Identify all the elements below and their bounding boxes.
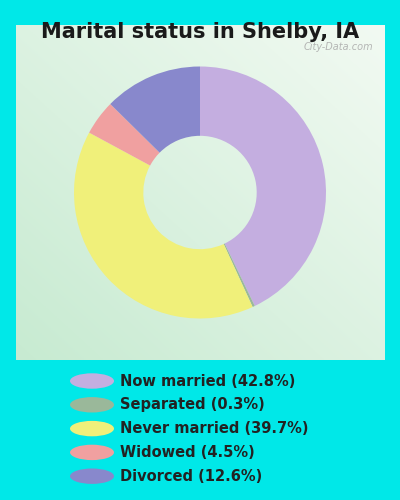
Circle shape xyxy=(70,397,114,412)
Wedge shape xyxy=(224,244,255,307)
Wedge shape xyxy=(200,66,326,306)
Wedge shape xyxy=(110,66,200,152)
Text: City-Data.com: City-Data.com xyxy=(303,42,373,51)
Text: Never married (39.7%): Never married (39.7%) xyxy=(120,421,308,436)
Circle shape xyxy=(70,374,114,388)
Wedge shape xyxy=(74,132,253,318)
Wedge shape xyxy=(89,104,160,166)
Text: Divorced (12.6%): Divorced (12.6%) xyxy=(120,468,262,483)
Text: Now married (42.8%): Now married (42.8%) xyxy=(120,374,295,388)
Text: Widowed (4.5%): Widowed (4.5%) xyxy=(120,445,255,460)
Text: Separated (0.3%): Separated (0.3%) xyxy=(120,398,265,412)
Circle shape xyxy=(70,421,114,436)
Circle shape xyxy=(70,468,114,484)
Circle shape xyxy=(70,444,114,460)
Text: Marital status in Shelby, IA: Marital status in Shelby, IA xyxy=(41,22,359,42)
